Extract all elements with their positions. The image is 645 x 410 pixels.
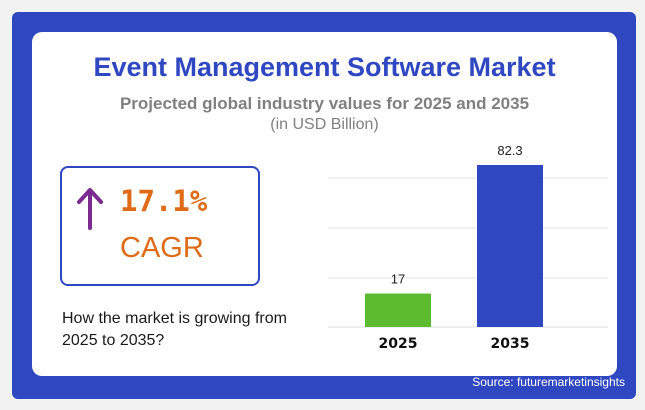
growth-question: How the market is growing from 2025 to 2…: [62, 310, 287, 349]
bar-chart: 17 2025 82.3 2035: [328, 143, 608, 352]
data-label-2025: 17: [391, 272, 405, 287]
cagr-label: CAGR: [120, 232, 204, 264]
chart-card: Event Management Software Market Project…: [32, 32, 617, 376]
unit-label: (in USD Billion): [270, 116, 379, 133]
chart-title: Event Management Software Market: [93, 52, 556, 82]
x-tick-label-2035: 2035: [491, 336, 530, 352]
arrow-up-icon: [77, 188, 103, 230]
x-tick-label-2025: 2025: [379, 336, 418, 352]
cagr-box: 17.1% CAGR: [60, 166, 260, 286]
cagr-value: 17.1%: [120, 184, 208, 218]
chart-subtitle: Projected global industry values for 202…: [119, 94, 530, 113]
bar-2025: [365, 293, 431, 327]
source-label: Source: futuremarketinsights: [472, 375, 625, 389]
data-label-2035: 82.3: [497, 143, 522, 158]
bar-2035: [477, 165, 543, 327]
